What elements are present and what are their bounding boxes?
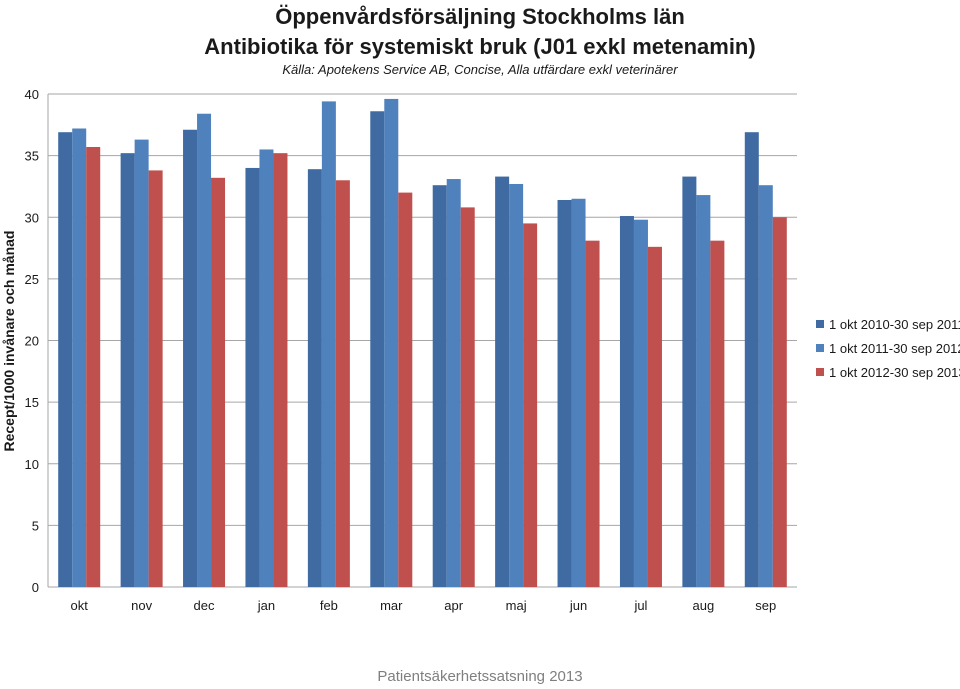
chart-title-line-1: Öppenvårdsförsäljning Stockholms län <box>275 4 685 29</box>
bar <box>398 192 413 587</box>
x-tick-label: apr <box>444 598 463 613</box>
bar <box>86 146 101 587</box>
chart-subtitle: Källa: Apotekens Service AB, Concise, Al… <box>282 62 678 77</box>
bar <box>495 176 510 587</box>
y-tick-label: 0 <box>32 580 39 595</box>
bar <box>460 207 475 587</box>
bar <box>446 179 461 588</box>
bar <box>72 128 87 587</box>
legend-label: 1 okt 2012-30 sep 2013 <box>829 365 960 380</box>
bar <box>710 240 725 588</box>
x-axis-ticks: okt nov dec jan feb mar apr maj jun jul aug sep <box>71 598 777 613</box>
legend-label: 1 okt 2010-30 sep 2011 <box>829 317 960 332</box>
bar <box>211 177 226 587</box>
x-tick-label: jun <box>569 598 587 613</box>
bar <box>557 199 572 587</box>
y-tick-label: 15 <box>25 395 39 410</box>
legend-swatch <box>816 320 824 328</box>
bar <box>321 101 336 588</box>
y-tick-label: 35 <box>25 149 39 164</box>
y-axis-title: Recept/1000 invånare och månad <box>1 231 17 452</box>
y-tick-label: 30 <box>25 210 39 225</box>
bar <box>370 111 385 587</box>
footer-text: Patientsäkerhetssatsning 2013 <box>377 668 583 685</box>
y-tick-label: 25 <box>25 272 39 287</box>
y-tick-label: 20 <box>25 334 39 349</box>
x-tick-label: aug <box>693 598 715 613</box>
legend-label: 1 okt 2011-30 sep 2012 <box>829 341 960 356</box>
bar <box>197 113 212 587</box>
bar <box>523 223 538 587</box>
legend: 1 okt 2010-30 sep 2011 1 okt 2011-30 sep … <box>816 317 960 380</box>
x-tick-label: mar <box>380 598 403 613</box>
legend-swatch <box>816 344 824 352</box>
x-tick-label: nov <box>131 598 152 613</box>
legend-swatch <box>816 368 824 376</box>
bar <box>619 216 634 587</box>
y-tick-label: 40 <box>25 87 39 102</box>
x-tick-label: feb <box>320 598 338 613</box>
bar <box>647 246 662 587</box>
bar <box>682 176 697 587</box>
grid-lines <box>47 93 797 588</box>
bar <box>183 129 198 587</box>
x-tick-label: jul <box>633 598 647 613</box>
bar <box>58 132 73 587</box>
bar <box>335 180 350 587</box>
bar <box>120 153 135 587</box>
x-tick-label: sep <box>755 598 776 613</box>
bar <box>245 167 260 587</box>
bar <box>696 195 711 587</box>
bars <box>58 98 787 588</box>
y-axis-ticks: 0 5 10 15 20 25 30 35 40 <box>25 87 39 595</box>
y-tick-label: 10 <box>25 457 39 472</box>
bar <box>758 185 773 587</box>
bar <box>273 153 288 587</box>
bar <box>259 149 274 587</box>
bar <box>772 217 787 587</box>
bar <box>384 98 399 588</box>
y-tick-label: 5 <box>32 518 39 533</box>
x-tick-label: jan <box>257 598 275 613</box>
bar <box>744 132 759 587</box>
chart-title-line-2: Antibiotika för systemiskt bruk (J01 exk… <box>204 34 756 59</box>
x-tick-label: maj <box>506 598 527 613</box>
bar <box>509 183 524 587</box>
bar <box>148 170 163 588</box>
bar <box>571 198 586 587</box>
x-tick-label: okt <box>71 598 89 613</box>
bar <box>585 240 600 588</box>
x-tick-label: dec <box>194 598 215 613</box>
bar <box>633 219 648 587</box>
bar <box>134 139 149 588</box>
bar <box>432 185 447 587</box>
bar <box>307 169 322 587</box>
